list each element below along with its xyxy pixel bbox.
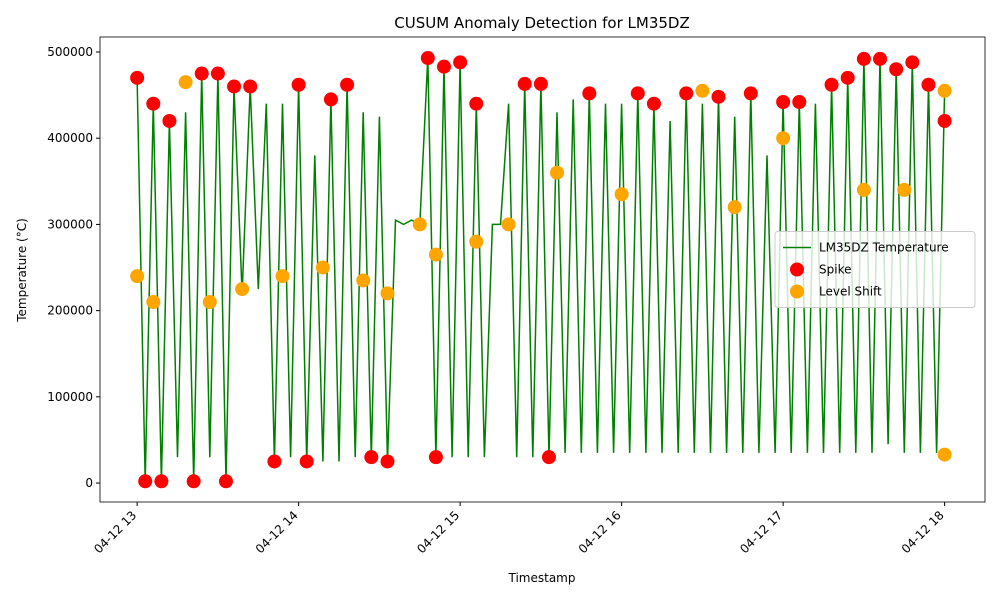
legend-label: Level Shift: [819, 285, 882, 299]
chart-title: CUSUM Anomaly Detection for LM35DZ: [394, 14, 689, 32]
anomaly-point: [776, 95, 791, 109]
anomaly-point: [679, 86, 694, 101]
anomaly-point: [130, 70, 145, 85]
x-axis-label: Timestamp: [508, 571, 576, 585]
anomaly-point: [210, 66, 225, 81]
anomaly-point: [897, 182, 912, 197]
y-tick-label: 200000: [47, 304, 93, 318]
anomaly-point: [218, 474, 233, 489]
anomaly-point: [776, 131, 791, 146]
anomaly-point: [420, 51, 435, 66]
anomaly-point: [792, 95, 807, 109]
anomaly-point: [533, 76, 548, 91]
anomaly-point: [267, 454, 282, 469]
anomaly-point: [937, 113, 952, 128]
legend-swatch: [790, 262, 804, 277]
anomaly-point: [630, 86, 645, 101]
y-tick-label: 100000: [47, 390, 93, 404]
legend: LM35DZ Temperature Spike Level Shift: [774, 231, 976, 308]
anomaly-point: [380, 286, 395, 301]
anomaly-point: [905, 55, 920, 70]
anomaly-point: [541, 450, 556, 465]
anomaly-point: [646, 96, 661, 111]
anomaly-point: [614, 187, 629, 202]
anomaly-point: [550, 165, 565, 180]
anomaly-point: [202, 295, 217, 309]
anomaly-point: [921, 77, 936, 92]
anomaly-point: [138, 474, 153, 489]
anomaly-point: [428, 247, 443, 262]
anomaly-point: [146, 96, 161, 111]
anomaly-point: [315, 260, 330, 275]
y-tick-label: 400000: [47, 131, 93, 145]
anomaly-point: [323, 92, 338, 107]
anomaly-point: [889, 62, 904, 77]
anomaly-point: [840, 70, 855, 85]
anomaly-point: [582, 86, 597, 101]
anomaly-point: [727, 200, 742, 215]
anomaly-point: [436, 59, 451, 74]
anomaly-point: [937, 447, 952, 462]
legend-label: LM35DZ Temperature: [819, 241, 949, 255]
anomaly-point: [299, 454, 314, 469]
y-tick-label: 300000: [47, 217, 93, 231]
anomaly-point: [453, 55, 468, 70]
anomaly-point: [856, 182, 871, 197]
anomaly-point: [743, 86, 758, 101]
y-tick-label: 500000: [47, 45, 93, 59]
anomaly-point: [517, 76, 532, 91]
anomaly-point: [227, 79, 242, 94]
anomaly-point: [501, 217, 516, 232]
anomaly-point: [275, 269, 290, 284]
anomaly-point: [178, 75, 193, 90]
anomaly-point: [146, 295, 161, 309]
anomaly-point: [340, 77, 355, 92]
anomaly-point: [243, 79, 258, 94]
anomaly-point: [937, 83, 952, 98]
y-axis-label: Temperature (°C): [15, 218, 29, 323]
anomaly-point: [162, 113, 177, 128]
anomaly-point: [412, 217, 427, 232]
anomaly-point: [824, 77, 839, 92]
legend-label: Spike: [819, 263, 851, 277]
anomaly-point: [873, 51, 888, 66]
legend-swatch: [790, 284, 804, 299]
anomaly-point: [695, 83, 710, 98]
anomaly-point: [356, 273, 371, 288]
anomaly-point: [194, 66, 209, 81]
y-tick-label: 0: [85, 476, 93, 490]
anomaly-point: [469, 234, 484, 249]
axes-frame: [99, 36, 986, 503]
anomaly-point: [428, 450, 443, 465]
anomaly-point: [154, 474, 169, 489]
anomaly-point: [186, 474, 201, 489]
anomaly-point: [364, 450, 379, 465]
anomaly-point: [291, 77, 306, 92]
anomaly-point: [711, 89, 726, 104]
anomaly-point: [856, 51, 871, 66]
anomaly-point: [380, 454, 395, 469]
anomaly-point: [235, 282, 250, 297]
anomaly-point: [130, 269, 145, 284]
plot-area: [130, 51, 952, 489]
anomaly-point: [469, 96, 484, 111]
legend-box: [774, 231, 976, 308]
